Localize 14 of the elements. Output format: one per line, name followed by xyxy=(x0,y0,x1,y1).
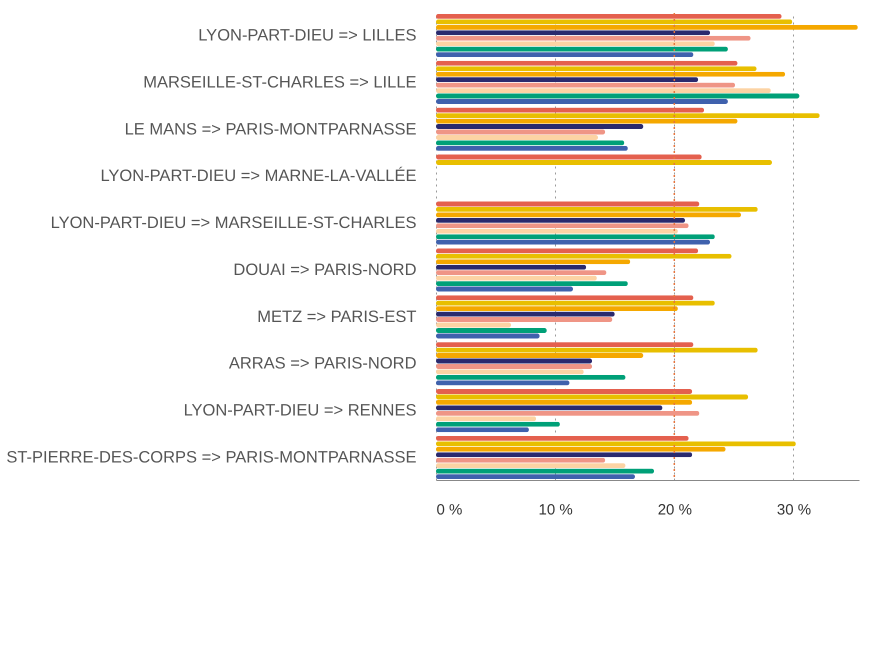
x-tick-label: 30 % xyxy=(776,502,812,518)
y-tick-label: DOUAI => PARIS-NORD xyxy=(233,260,417,279)
x-tick-label: 10 % xyxy=(538,502,573,518)
y-tick-label: LYON-PART-DIEU => LILLES xyxy=(198,26,416,45)
y-tick-label: LYON-PART-DIEU => MARSEILLE-ST-CHARLES xyxy=(50,214,416,232)
y-tick-label: LYON-PART-DIEU => RENNES xyxy=(184,402,416,420)
x-tick-label: 0 % xyxy=(436,502,462,518)
y-tick-label: LYON-PART-DIEU => MARNE-LA-VALLÉE xyxy=(100,166,416,186)
y-tick-label: LE MANS => PARIS-MONTPARNASSE xyxy=(124,120,416,138)
y-tick-label: ARRAS => PARIS-NORD xyxy=(228,354,417,373)
x-tick-label: 20 % xyxy=(658,502,692,518)
y-tick-label: MARSEILLE-ST-CHARLES => LILLE xyxy=(143,73,416,92)
y-tick-label: METZ => PARIS-EST xyxy=(257,308,416,326)
y-tick-label: ST-PIERRE-DES-CORPS => PARIS-MONTPARNASSE xyxy=(6,448,416,466)
